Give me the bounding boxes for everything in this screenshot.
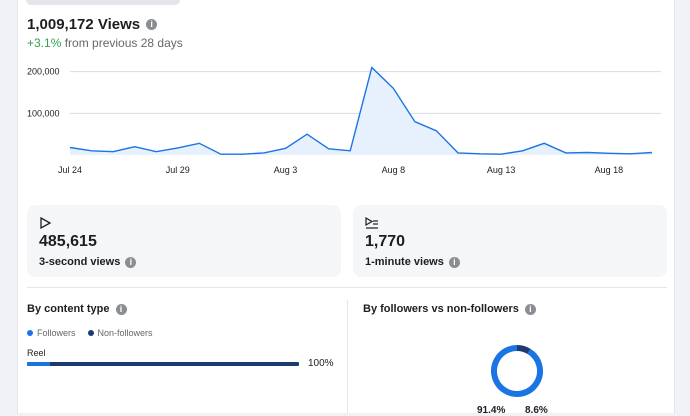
info-icon[interactable]: i bbox=[146, 19, 158, 30]
stat-value: 1,770 bbox=[365, 233, 406, 250]
reel-bar-followers bbox=[27, 362, 51, 366]
play-list-icon bbox=[365, 217, 378, 229]
insights-card: 1,009,172 Views i +3.1% from previous 28… bbox=[17, 0, 675, 416]
reel-percent: 100% bbox=[308, 358, 334, 369]
x-tick-label: Aug 18 bbox=[595, 165, 624, 175]
followers-donut bbox=[491, 345, 543, 397]
reel-label: Reel bbox=[27, 348, 46, 358]
change-text: from previous 28 days bbox=[64, 36, 183, 50]
stat-label-row: 3-second views i bbox=[39, 256, 137, 268]
stat-label: 3-second views bbox=[39, 256, 121, 268]
info-icon[interactable]: i bbox=[448, 256, 460, 268]
column-divider bbox=[347, 300, 348, 413]
change-value: +3.1% bbox=[27, 36, 62, 50]
x-tick-label: Aug 13 bbox=[487, 165, 516, 175]
section-title: By followers vs non-followers bbox=[363, 303, 519, 315]
stat-card-3s: 485,615 3-second views i bbox=[27, 205, 341, 277]
views-count: 1,009,172 Views bbox=[27, 16, 141, 33]
views-title: 1,009,172 Views i bbox=[27, 16, 158, 33]
y-tick-label: 200,000 bbox=[27, 67, 60, 77]
x-tick-label: Jul 29 bbox=[166, 165, 190, 175]
legend-non-followers: Non-followers bbox=[97, 328, 153, 338]
tab-stub[interactable] bbox=[26, 0, 180, 5]
donut-followers bbox=[491, 345, 543, 397]
section-divider bbox=[27, 287, 667, 288]
followers-split-title: By followers vs non-followers i bbox=[363, 303, 536, 315]
x-tick-label: Aug 8 bbox=[382, 165, 406, 175]
info-icon[interactable]: i bbox=[524, 303, 536, 315]
stat-card-1m: 1,770 1-minute views i bbox=[353, 205, 667, 277]
section-title: By content type bbox=[27, 303, 110, 315]
views-change: +3.1% from previous 28 days bbox=[27, 36, 183, 50]
stat-label: 1-minute views bbox=[365, 256, 444, 268]
content-type-legend: Followers Non-followers bbox=[27, 328, 153, 338]
non-followers-percent: 91.4% bbox=[477, 405, 506, 416]
x-tick-label: Jul 24 bbox=[58, 165, 82, 175]
y-tick-label: 100,000 bbox=[27, 108, 60, 118]
followers-percent: 8.6% bbox=[525, 405, 548, 416]
info-icon[interactable]: i bbox=[115, 303, 127, 315]
reel-bar bbox=[27, 362, 299, 366]
info-icon[interactable]: i bbox=[125, 256, 137, 268]
legend-followers: Followers bbox=[37, 328, 76, 338]
play-icon bbox=[40, 217, 52, 229]
views-line-chart: 100,000 200,000 Jul 24 Jul 29 Aug 3 Aug 8 Aug … bbox=[27, 66, 661, 175]
views-line bbox=[69, 66, 653, 155]
stat-value: 485,615 bbox=[39, 233, 97, 250]
content-type-title: By content type i bbox=[27, 303, 127, 315]
x-tick-label: Aug 3 bbox=[274, 165, 298, 175]
legend-dot-followers bbox=[27, 330, 33, 336]
legend-dot-non-followers bbox=[87, 330, 94, 336]
stat-label-row: 1-minute views i bbox=[365, 256, 460, 268]
donut-non-followers bbox=[491, 345, 543, 397]
